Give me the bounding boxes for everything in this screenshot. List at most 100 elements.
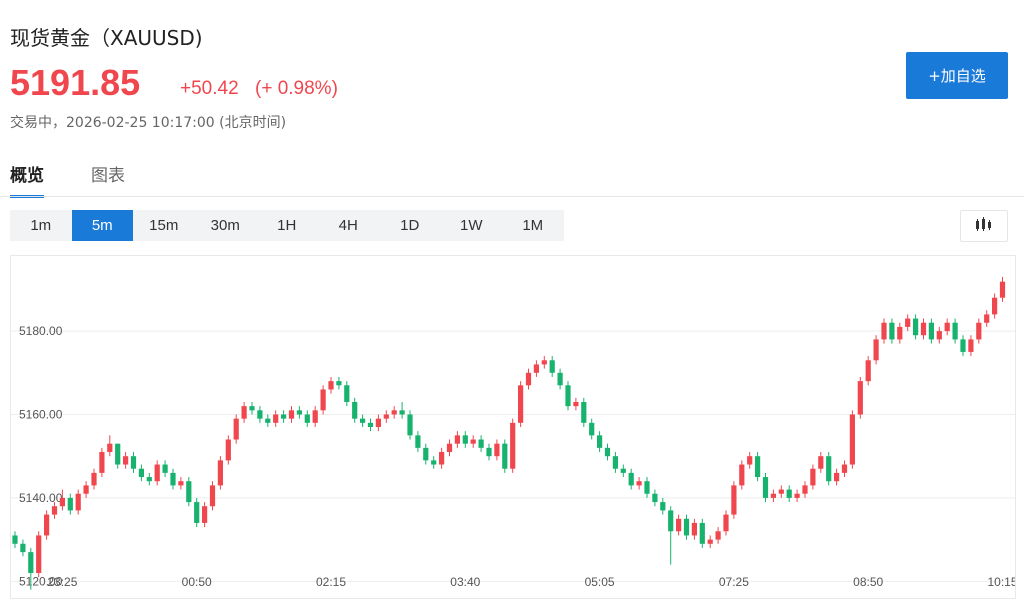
tab[interactable]: 概览 bbox=[10, 161, 44, 198]
candle-body bbox=[952, 322, 958, 340]
candle-body bbox=[423, 447, 429, 461]
candle-body bbox=[715, 531, 721, 540]
candle-body bbox=[383, 414, 389, 419]
candle-body bbox=[59, 497, 65, 507]
tab[interactable]: 图表 bbox=[91, 166, 125, 186]
candle-body bbox=[162, 464, 168, 473]
watch-button[interactable]: +加自选 bbox=[906, 52, 1008, 99]
candle-body bbox=[818, 456, 824, 469]
candle-body bbox=[138, 468, 144, 478]
candle-body bbox=[391, 410, 397, 415]
candle-body bbox=[304, 414, 310, 423]
candle-body bbox=[889, 322, 895, 340]
candle-body bbox=[565, 385, 571, 407]
candle-body bbox=[241, 406, 247, 419]
candle-body bbox=[794, 493, 800, 498]
candle-body bbox=[202, 506, 208, 523]
interval-button[interactable]: 1W bbox=[460, 217, 483, 234]
candle-body bbox=[747, 456, 753, 465]
interval-button[interactable]: 15m bbox=[149, 217, 179, 234]
candle-body bbox=[913, 318, 919, 336]
interval-button[interactable]: 1H bbox=[277, 217, 297, 234]
candle-body bbox=[636, 481, 642, 486]
candle-body bbox=[589, 422, 595, 436]
interval-button[interactable]: 1m bbox=[30, 217, 52, 234]
candle-body bbox=[628, 472, 634, 486]
interval-button[interactable]: 4H bbox=[338, 217, 358, 234]
candle-body bbox=[75, 493, 81, 511]
candle-body bbox=[51, 506, 58, 515]
candle-body bbox=[320, 389, 326, 411]
candle-body bbox=[873, 339, 879, 361]
candle-body bbox=[557, 372, 563, 386]
candle-body bbox=[762, 477, 769, 498]
candle-body bbox=[620, 468, 626, 473]
candle-body bbox=[257, 410, 263, 419]
candle-body bbox=[723, 514, 729, 532]
y-tick-label: 5160.00 bbox=[19, 407, 63, 421]
candle-body bbox=[194, 502, 200, 523]
candle-body bbox=[976, 322, 982, 340]
interval-button[interactable]: 30m bbox=[210, 217, 240, 234]
candle-body bbox=[683, 518, 690, 536]
candle-body bbox=[755, 456, 761, 478]
candle-body bbox=[399, 410, 405, 415]
chart-type-button[interactable] bbox=[960, 210, 1008, 242]
candle-body bbox=[12, 535, 18, 544]
candle-body bbox=[146, 477, 152, 482]
candle-body bbox=[857, 381, 863, 415]
candle-body bbox=[91, 472, 97, 486]
candle-body bbox=[83, 485, 89, 494]
candle-body bbox=[178, 481, 184, 486]
candle-body bbox=[281, 414, 287, 419]
candle-body bbox=[920, 322, 927, 336]
change: +50.42 bbox=[180, 78, 239, 99]
candle-body bbox=[36, 535, 42, 573]
interval-button[interactable]: 1M bbox=[522, 217, 544, 234]
candle-body bbox=[984, 314, 990, 323]
candle-body bbox=[691, 522, 697, 536]
candle-body bbox=[810, 468, 816, 486]
candle-body bbox=[123, 456, 129, 465]
x-tick-label: 00:50 bbox=[182, 575, 212, 589]
candle-body bbox=[360, 418, 366, 423]
x-tick-label: 05:05 bbox=[585, 575, 615, 589]
candle-body bbox=[494, 443, 500, 457]
interval-button[interactable]: 1D bbox=[400, 217, 420, 234]
candle-body bbox=[265, 418, 271, 423]
interval-button[interactable]: 5m bbox=[71, 210, 133, 241]
change-pct: (+ 0.98%) bbox=[255, 78, 338, 99]
candle-body bbox=[699, 522, 705, 544]
candle-body bbox=[905, 318, 911, 327]
candle-body bbox=[841, 464, 848, 473]
candle-body bbox=[518, 385, 524, 423]
candle-body bbox=[367, 422, 374, 427]
chart: 5120.00 5140.00 5160.00 5180.00 23:25 00:50 02… bbox=[10, 255, 1016, 599]
candle-body bbox=[881, 322, 887, 340]
candle-body bbox=[439, 452, 445, 465]
candle-body bbox=[115, 443, 121, 465]
candle-body bbox=[597, 435, 603, 448]
candle-body bbox=[802, 485, 808, 494]
candle-body bbox=[336, 381, 342, 386]
candle-body bbox=[581, 401, 587, 423]
candle-body bbox=[186, 481, 192, 503]
candle-body bbox=[502, 443, 508, 469]
status: 交易中，2026-02-25 10:17:00 (北京时间) bbox=[10, 115, 287, 131]
candle-body bbox=[233, 418, 239, 440]
candle-body bbox=[999, 281, 1006, 298]
candle-body bbox=[209, 485, 216, 507]
x-tick-label: 07:25 bbox=[719, 575, 749, 589]
candle-body bbox=[936, 331, 942, 340]
x-tick-label: 02:15 bbox=[316, 575, 346, 589]
candle-body bbox=[344, 385, 350, 402]
candle-body bbox=[944, 322, 950, 332]
candle-body bbox=[352, 401, 358, 419]
divider bbox=[0, 196, 1024, 197]
candle-body bbox=[44, 514, 50, 536]
candle-body bbox=[107, 443, 113, 453]
candle-body bbox=[415, 435, 421, 448]
candle-body bbox=[928, 322, 934, 340]
candle-body bbox=[486, 447, 492, 457]
candle-body bbox=[217, 460, 223, 486]
